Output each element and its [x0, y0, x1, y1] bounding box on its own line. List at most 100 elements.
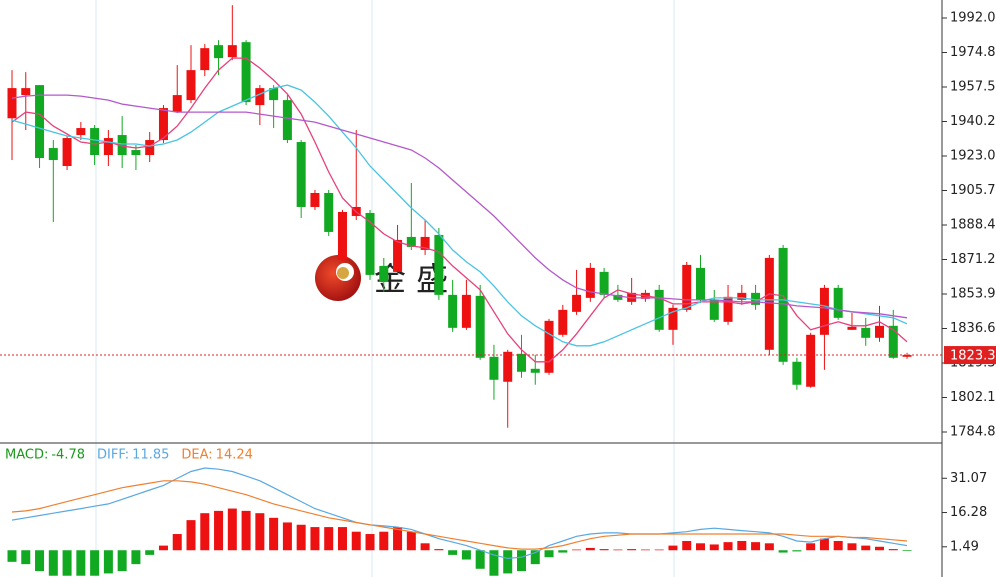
candle-body	[324, 192, 334, 232]
macd-bar	[875, 546, 885, 551]
candle-body	[282, 100, 292, 141]
macd-bar	[7, 550, 17, 562]
candle-body	[888, 325, 898, 358]
y-tick-label: 31.07	[950, 471, 987, 486]
candle-body	[269, 88, 279, 101]
macd-bar	[461, 550, 471, 560]
macd-bar	[627, 549, 637, 551]
macd-bar	[35, 550, 45, 572]
candle-body	[503, 351, 513, 382]
macd-bar	[227, 508, 237, 551]
candle-body	[806, 334, 816, 387]
macd-bar	[668, 545, 678, 551]
candle-body	[544, 320, 554, 373]
macd-bar	[737, 540, 747, 551]
macd-bar	[393, 527, 403, 551]
y-tick-label: 1836.66	[950, 321, 996, 336]
macd-bar	[861, 545, 871, 551]
y-tick-label: 1957.55	[950, 80, 996, 95]
candle-body	[461, 294, 471, 328]
candle-body	[833, 287, 843, 318]
candle-body	[21, 88, 31, 96]
y-tick-label: 1888.47	[950, 218, 996, 233]
candle-body	[516, 353, 526, 372]
legend-name: DIFF:	[97, 448, 129, 463]
moving-average-line	[11, 57, 908, 363]
candle-body	[406, 236, 416, 247]
legend-name: MACD:	[5, 448, 48, 463]
candle-body	[875, 325, 885, 338]
macd-bar	[282, 522, 292, 551]
candle-body	[792, 361, 802, 385]
macd-bar	[62, 550, 72, 576]
macd-bar	[544, 550, 554, 558]
macd-bar	[310, 527, 320, 551]
candle-body	[902, 355, 912, 357]
macd-bar	[503, 550, 513, 574]
macd-bar	[751, 542, 761, 551]
candle-body	[654, 289, 664, 330]
macd-bar	[117, 550, 127, 572]
candle-body	[434, 234, 444, 295]
macd-bar	[902, 550, 912, 551]
candle-body	[337, 211, 347, 260]
candle-body	[751, 292, 761, 305]
plot: 1784.851802.121819.391836.661853.931871.…	[0, 5, 996, 576]
candle-body	[310, 192, 320, 207]
macd-bar	[214, 510, 224, 551]
macd-bar	[324, 527, 334, 551]
macd-bar	[172, 534, 182, 551]
y-tick-label: 1784.85	[950, 425, 996, 440]
macd-bar	[475, 550, 485, 569]
macd-bar	[406, 531, 416, 551]
candle-body	[819, 287, 829, 335]
macd-bar	[819, 538, 829, 551]
candle-body	[737, 292, 747, 300]
candle-body	[613, 294, 623, 300]
macd-bar	[778, 550, 788, 553]
legend-value: 11.85	[132, 448, 169, 463]
y-tick-label: 16.28	[950, 505, 987, 520]
candle-body	[585, 267, 595, 298]
y-tick-label: 1923.01	[950, 149, 996, 164]
macd-bar	[888, 549, 898, 551]
candle-body	[103, 138, 113, 156]
candle-body	[861, 327, 871, 338]
macd-bar	[76, 550, 86, 576]
candle-body	[365, 212, 375, 275]
candle-body	[696, 267, 705, 300]
macd-bar	[833, 540, 843, 551]
candle-body	[379, 265, 389, 282]
macd-bar	[585, 547, 595, 551]
candle-body	[214, 45, 224, 59]
candle-body	[241, 42, 251, 103]
candle-body	[62, 138, 72, 167]
y-tick-label: 1853.93	[950, 287, 996, 302]
candle-body	[682, 264, 692, 310]
y-tick-label: 1.49	[950, 539, 979, 554]
candle-body	[90, 128, 100, 156]
candle-body	[709, 299, 719, 320]
macd-bar	[103, 550, 113, 574]
candle-body	[558, 309, 568, 335]
y-tick-label: 1802.12	[950, 390, 996, 405]
macd-bar	[48, 550, 58, 576]
candle-body	[172, 95, 182, 113]
macd-bar	[640, 549, 650, 551]
macd-bar	[489, 550, 499, 576]
candle-body	[599, 271, 609, 295]
logo-dot	[337, 267, 349, 279]
macd-bar	[764, 543, 774, 551]
macd-bar	[847, 543, 857, 551]
candle-body	[35, 85, 45, 159]
macd-bar	[200, 513, 210, 551]
macd-bar	[420, 543, 430, 551]
candle-body	[475, 295, 485, 358]
candle-body	[723, 296, 733, 322]
candle-body	[668, 307, 678, 330]
last-price-label: 1823.37	[950, 349, 996, 364]
moving-average-line	[11, 94, 908, 319]
candle-body	[393, 239, 403, 272]
candle-body	[847, 326, 857, 330]
